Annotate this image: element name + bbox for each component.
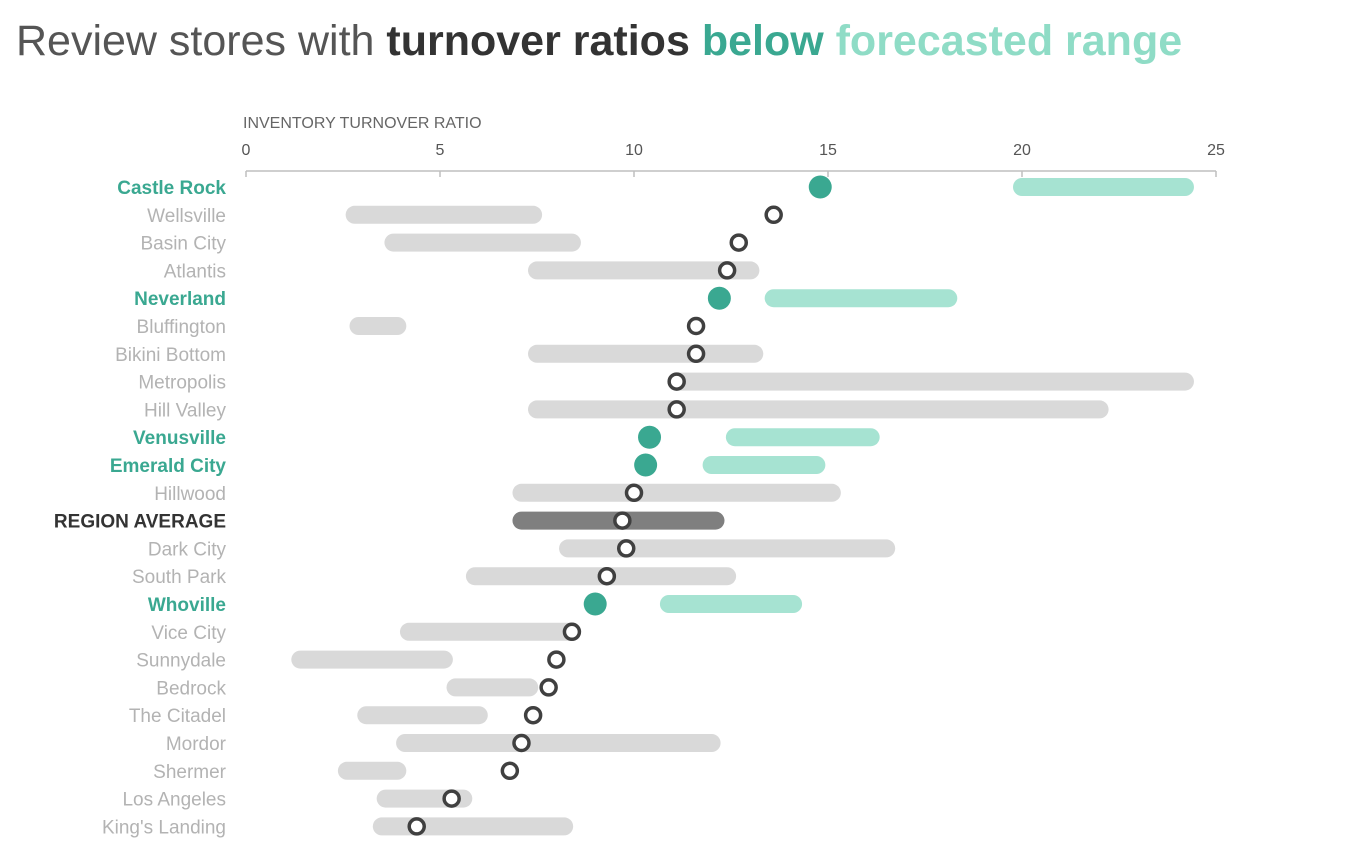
store-label: Vice City (151, 623, 226, 644)
store-label: South Park (132, 567, 226, 588)
value-marker (707, 286, 731, 310)
store-label: Bluffington (137, 317, 226, 338)
store-label: Whoville (148, 595, 226, 616)
value-marker (583, 592, 607, 616)
value-marker (597, 566, 617, 586)
store-label: Shermer (153, 762, 227, 783)
chart-title: Review stores with turnover ratios below… (16, 14, 1182, 68)
value-marker (667, 372, 686, 391)
value-marker (634, 453, 658, 477)
x-axis: 0 5 10 15 20 25 (242, 142, 1225, 177)
store-label: Hill Valley (144, 400, 227, 421)
value-marker (667, 400, 686, 419)
x-tick-label: 25 (1207, 142, 1225, 159)
title-part-review: Review stores with (16, 17, 387, 65)
value-marker (407, 817, 426, 836)
value-marker (523, 705, 543, 725)
store-label: Castle Rock (117, 178, 226, 199)
store-label: King's Landing (102, 817, 226, 838)
store-label: Wellsville (147, 206, 226, 227)
store-label: Atlantis (164, 261, 226, 282)
store-label: The Citadel (129, 706, 226, 727)
store-labels: Castle Rock Wellsville Basin City Atlantis N… (54, 178, 227, 838)
store-label: Dark City (148, 539, 227, 560)
value-marker (808, 175, 832, 199)
x-tick-label: 10 (625, 142, 643, 159)
store-label: Venusville (133, 428, 226, 449)
x-tick-label: 15 (819, 142, 837, 159)
value-marker (539, 678, 558, 697)
range-bars (291, 178, 1194, 836)
store-label: REGION AVERAGE (54, 512, 226, 533)
value-marker (562, 622, 582, 642)
x-tick-label: 5 (436, 142, 445, 159)
value-marker (638, 425, 662, 449)
value-marker (616, 539, 636, 558)
value-marker (717, 261, 737, 280)
value-marker (613, 511, 632, 530)
value-marker (624, 483, 644, 503)
x-axis-title: INVENTORY TURNOVER RATIO (243, 115, 482, 132)
store-label: Mordor (166, 734, 227, 755)
store-label: Neverland (134, 289, 226, 310)
store-label: Hillwood (154, 484, 226, 505)
value-marker (764, 205, 783, 225)
title-part-forecast: forecasted range (835, 17, 1183, 65)
value-markers (407, 175, 832, 836)
value-marker (686, 344, 706, 364)
store-label: Bedrock (156, 678, 226, 699)
title-part-below: below (701, 17, 836, 65)
value-marker (686, 316, 706, 336)
value-marker (729, 233, 749, 252)
title-part-turnover: turnover ratios (386, 17, 702, 65)
value-marker (500, 761, 520, 781)
x-tick-label: 20 (1013, 142, 1031, 159)
value-marker (547, 650, 566, 669)
store-label: Basin City (140, 234, 226, 255)
store-label: Bikini Bottom (115, 345, 226, 366)
store-label: Los Angeles (122, 790, 226, 811)
value-marker (512, 733, 531, 753)
store-label: Metropolis (138, 373, 226, 394)
store-label: Sunnydale (136, 651, 226, 672)
value-marker (442, 789, 461, 808)
x-tick-label: 0 (242, 142, 251, 159)
store-label: Emerald City (110, 456, 227, 477)
